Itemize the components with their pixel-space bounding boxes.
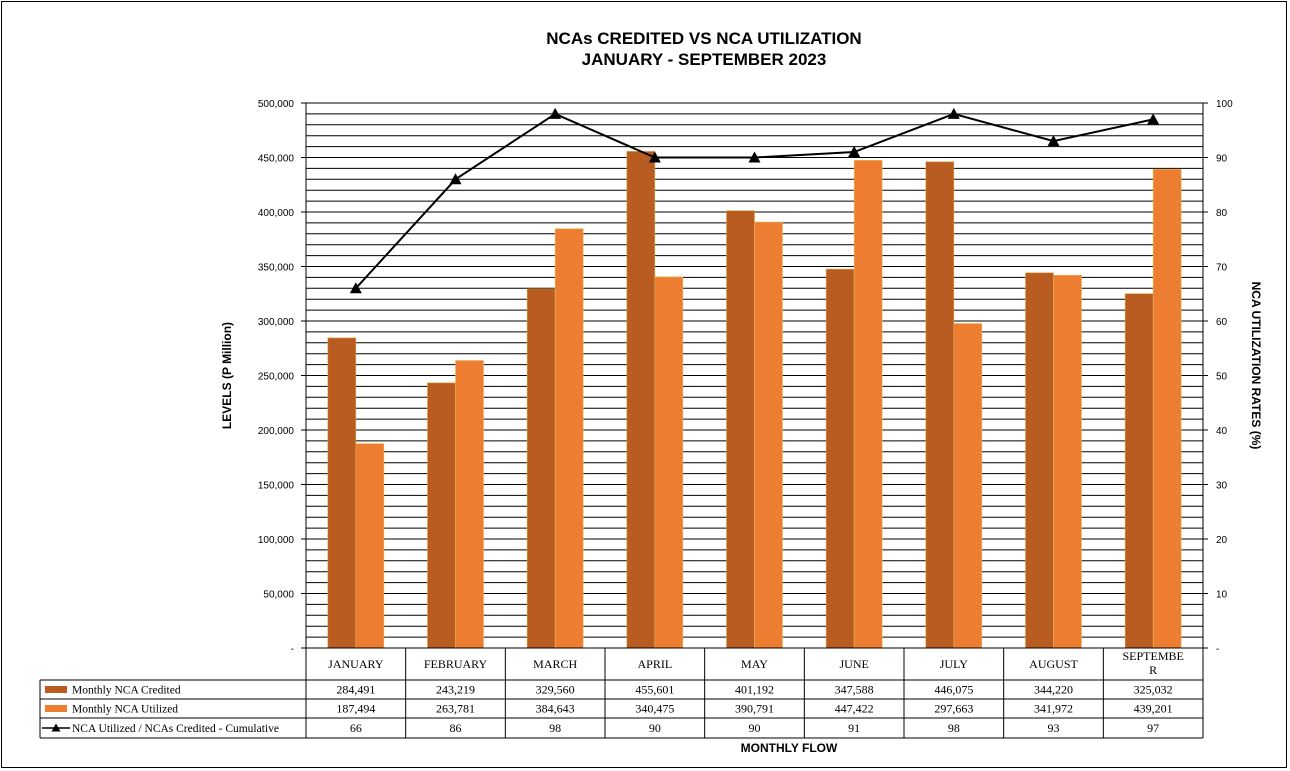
data-table-value: 455,601 [635,683,674,697]
line-marker-triangle [947,107,960,119]
bar-credited [925,161,955,649]
data-table-value: 390,791 [735,702,774,716]
bar-utilized [754,221,783,649]
legend-label: NCA Utilized / NCAs Credited - Cumulativ… [72,723,279,735]
y-tick-label: 350,000 [258,263,295,274]
data-table-value: 93 [1048,721,1060,735]
line-marker-triangle [848,146,861,158]
y2-tick-label: 20 [1216,535,1228,546]
line-marker-triangle [1147,113,1160,125]
bar-utilized [953,323,983,649]
legend-key-credited [45,686,67,693]
line-marker-triangle [748,151,761,163]
data-table-value: 187,494 [336,702,375,716]
bar-utilized [654,276,684,649]
line-marker-triangle [449,173,462,185]
line-marker-triangle [648,151,661,163]
category-label: JULY [940,657,968,671]
line-marker-triangle [349,282,362,294]
category-label: SEPTEMBE R [1122,649,1183,677]
y2-tick-label: 60 [1216,317,1228,328]
bar-credited [626,151,656,649]
x-axis-title: MONTHLY FLOW [741,741,838,755]
y-tick-label: 500,000 [258,99,295,110]
bar-utilized [1053,274,1082,649]
data-table-value: 325,032 [1134,683,1173,697]
category-label: FEBRUARY [424,657,488,671]
category-label: MARCH [533,657,577,671]
y-axis-title: LEVELS (P Million) [220,322,234,429]
y-tick-label: 100,000 [258,535,295,546]
y-tick-label: 250,000 [258,372,295,383]
y2-tick-label: 100 [1216,99,1233,110]
bar-utilized [853,160,883,649]
bar-credited [726,210,755,649]
data-table-value: 90 [649,721,661,735]
data-table-value: 297,663 [934,702,973,716]
category-label: MAY [741,657,768,671]
y-tick-label: 300,000 [258,317,295,328]
data-table-value: 263,781 [436,702,475,716]
y2-tick-label: 50 [1216,372,1228,383]
bar-credited [427,382,456,649]
chart-title: NCAs CREDITED VS NCA UTILIZATION [546,29,861,48]
bar-utilized [1152,168,1182,649]
data-table-value: 401,192 [735,683,774,697]
category-label: JANUARY [328,657,384,671]
bar-utilized [554,228,584,649]
data-table-value: 446,075 [934,683,973,697]
bar-credited [1025,272,1054,649]
data-table-value: 243,219 [436,683,475,697]
data-table-value: 284,491 [336,683,375,697]
line-marker-triangle [1047,135,1060,147]
data-table-value: 384,643 [536,702,575,716]
data-table-value: 447,422 [835,702,874,716]
y-tick-label: 50,000 [263,590,294,601]
data-table-value: 439,201 [1134,702,1173,716]
bar-utilized [455,360,484,649]
data-table-value: 341,972 [1034,702,1073,716]
y2-tick-label: 70 [1216,263,1228,274]
data-table-value: 347,588 [835,683,874,697]
y-tick-label: 400,000 [258,208,295,219]
data-table-value: 344,220 [1034,683,1073,697]
bar-credited [825,268,855,649]
y2-tick-label: - [1216,644,1219,655]
category-label: APRIL [637,657,672,671]
category-label: AUGUST [1029,657,1078,671]
legend-key-triangle [51,723,61,732]
data-table-value: 86 [450,721,462,735]
y2-tick-label: 90 [1216,154,1228,165]
y-tick-label: 150,000 [258,481,295,492]
y-tick-label: - [291,644,294,655]
y2-tick-label: 30 [1216,481,1228,492]
bar-credited [327,337,357,649]
data-table-value: 329,560 [536,683,575,697]
bar-credited [526,288,556,649]
legend-label: Monthly NCA Utilized [72,704,178,716]
data-table-value: 66 [350,721,362,735]
legend-label: Monthly NCA Credited [72,685,181,697]
line-marker-triangle [549,107,562,119]
bar-utilized [355,443,385,649]
y2-tick-label: 10 [1216,590,1228,601]
category-label: JUNE [839,657,868,671]
y2-tick-label: 40 [1216,426,1228,437]
chart-subtitle: JANUARY - SEPTEMBER 2023 [582,50,827,69]
y-tick-label: 450,000 [258,154,295,165]
y2-axis-title: NCA UTILIZATION RATES (%) [1249,282,1263,450]
data-table-value: 98 [948,721,960,735]
data-table-value: 90 [749,721,761,735]
bar-credited [1124,293,1154,649]
data-table-value: 98 [549,721,561,735]
data-table-value: 97 [1147,721,1159,735]
y-tick-label: 200,000 [258,426,295,437]
legend-key-utilized [45,705,67,712]
data-table-value: 91 [848,721,860,735]
data-table-value: 340,475 [635,702,674,716]
y2-tick-label: 80 [1216,208,1228,219]
